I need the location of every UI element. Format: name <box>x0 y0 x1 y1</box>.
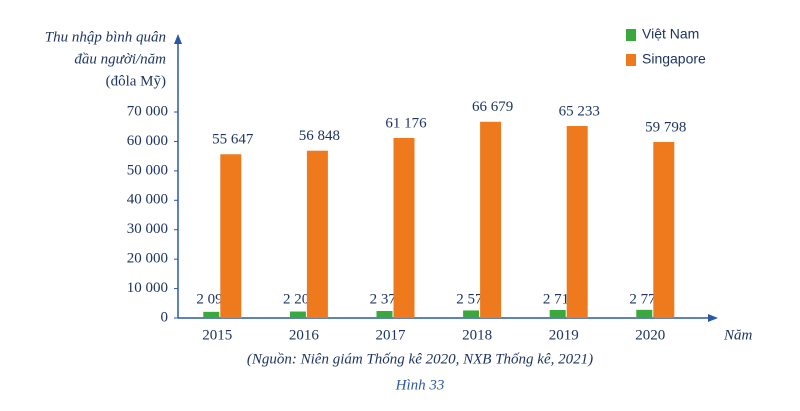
y-tick-label: 60 000 <box>127 133 168 149</box>
bar <box>203 311 220 318</box>
y-axis-label: đầu người/năm <box>74 51 166 67</box>
bar <box>220 154 242 318</box>
x-tick-label: 2020 <box>635 327 665 343</box>
legend-swatch <box>626 29 636 41</box>
legend-label: Việt Nam <box>642 26 699 42</box>
bar <box>549 310 566 318</box>
x-tick-label: 2019 <box>549 327 579 343</box>
y-axis-label: Thu nhập bình quân <box>45 29 166 45</box>
y-tick-label: 10 000 <box>127 280 168 296</box>
value-label: 56 848 <box>299 128 340 144</box>
y-axis-label: (đôla Mỹ) <box>106 73 166 89</box>
x-tick-label: 2016 <box>289 327 320 343</box>
legend-label: Singapore <box>642 51 706 67</box>
bar <box>289 311 306 318</box>
legend-swatch <box>626 54 636 66</box>
x-tick-label: 2015 <box>202 327 232 343</box>
value-label: 66 679 <box>472 99 513 115</box>
x-tick-label: 2017 <box>376 327 407 343</box>
y-tick-label: 30 000 <box>127 221 168 237</box>
source-note: (Nguồn: Niên giám Thống kê 2020, NXB Thố… <box>247 351 593 367</box>
y-tick-label: 40 000 <box>127 192 168 208</box>
y-tick-label: 20 000 <box>127 251 168 267</box>
x-tick-label: 2018 <box>462 327 492 343</box>
value-label: 59 798 <box>645 119 686 135</box>
bar <box>653 142 675 318</box>
bar <box>376 311 393 318</box>
bar <box>566 126 588 319</box>
y-tick-label: 0 <box>161 309 169 325</box>
value-label: 55 647 <box>212 132 254 148</box>
bar <box>463 310 480 318</box>
bar <box>480 121 502 319</box>
figure-caption: Hình 33 <box>395 377 445 393</box>
y-tick-label: 50 000 <box>127 162 168 178</box>
bar <box>393 137 415 318</box>
value-label: 65 233 <box>559 103 600 119</box>
bar <box>306 150 328 318</box>
bar <box>636 309 653 318</box>
value-label: 61 176 <box>385 115 427 131</box>
x-axis-label: Năm <box>723 327 753 343</box>
y-axis-arrow <box>174 34 182 44</box>
y-tick-label: 70 000 <box>127 103 168 119</box>
x-axis-arrow <box>708 314 718 322</box>
